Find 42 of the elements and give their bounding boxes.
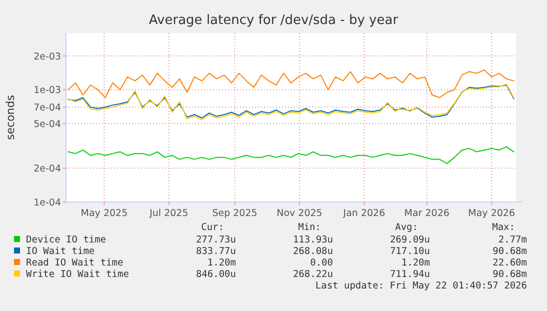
x-tick-label: Jan 2026	[342, 208, 386, 219]
text: 717.10u	[390, 246, 430, 257]
text: 1.20m	[401, 258, 430, 268]
legend-label: IO Wait time	[26, 246, 95, 257]
text: 2.77m	[498, 234, 528, 246]
line-series	[68, 69, 514, 98]
text: 0.00	[310, 258, 334, 268]
legend-label: Read IO Wait time	[26, 258, 124, 268]
x-tick-label: Nov 2025	[276, 208, 322, 219]
text: 711.94u	[390, 269, 430, 280]
text: Min:	[298, 222, 321, 233]
text: 268.22u	[292, 269, 333, 280]
text: 90.68m	[492, 246, 528, 257]
x-tick-label: Mar 2026	[404, 208, 450, 219]
y-tick-label: 1e-04	[34, 198, 61, 208]
text: 277.73u	[196, 234, 236, 246]
text: 113.93u	[292, 234, 333, 246]
legend-label: Device IO time	[26, 234, 106, 246]
text: Avg:	[395, 222, 418, 233]
legend-label: Write IO Wait time	[26, 269, 130, 280]
y-tick-label: 2e-04	[34, 164, 61, 175]
text: 1.20m	[207, 258, 236, 268]
x-tick-label: May 2026	[468, 208, 516, 219]
text: 268.08u	[292, 246, 333, 257]
x-tick-label: May 2025	[80, 208, 128, 219]
chart-title: Average latency for /dev/sda - by year	[148, 13, 399, 28]
y-tick-label: 1e-03	[34, 85, 61, 96]
text: 90.68m	[492, 269, 528, 280]
y-tick-label: 7e-04	[34, 102, 61, 114]
text: 846.00u	[196, 269, 236, 280]
text: Cur:	[201, 222, 224, 233]
y-tick-label: 5e-04	[34, 119, 61, 130]
x-tick-label: Jul 2025	[148, 208, 188, 219]
text: 22.60m	[492, 258, 528, 268]
text: Max:	[492, 222, 515, 233]
y-axis-title: seconds	[4, 94, 17, 140]
text: 269.09u	[390, 234, 430, 246]
x-tick-label: Sep 2025	[212, 208, 258, 219]
text: 833.77u	[196, 246, 236, 257]
text: Last update: Fri May 22 01:40:57 2026	[315, 280, 528, 292]
line-series	[68, 146, 514, 164]
y-tick-label: 2e-03	[34, 51, 61, 62]
